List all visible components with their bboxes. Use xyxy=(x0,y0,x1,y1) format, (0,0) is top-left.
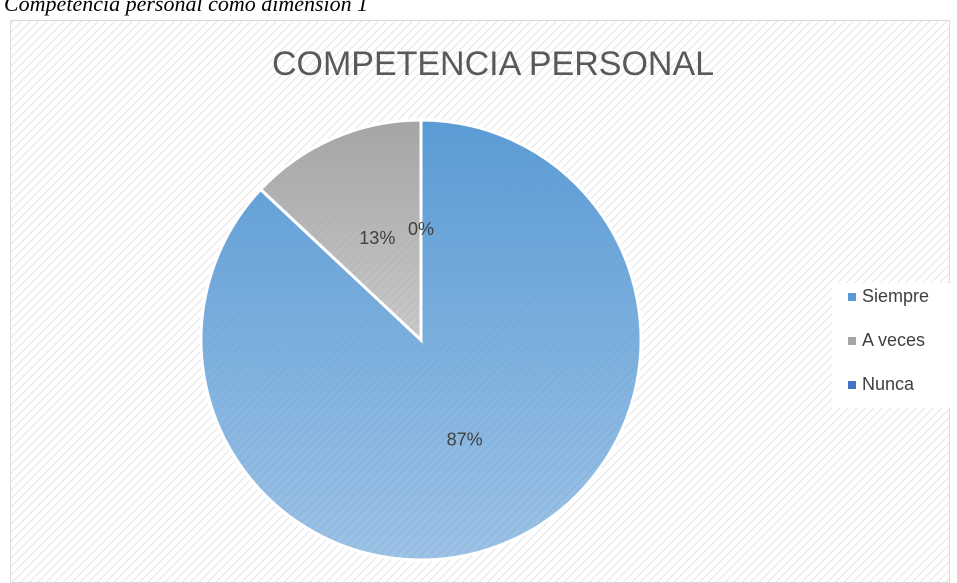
pie-slice xyxy=(258,118,423,344)
data-label: 87% xyxy=(447,430,483,450)
legend-marker xyxy=(848,381,856,389)
legend-label: A veces xyxy=(862,330,925,350)
figure-caption: Competencia personal como dimensión 1 xyxy=(4,0,369,16)
legend-marker xyxy=(848,293,856,301)
legend-label: Nunca xyxy=(862,374,915,394)
data-label: 0% xyxy=(408,219,434,239)
legend-marker xyxy=(848,337,856,345)
chart-title: COMPETENCIA PERSONAL xyxy=(272,45,714,83)
data-label: 13% xyxy=(359,228,395,248)
legend-label: Siempre xyxy=(862,286,929,306)
